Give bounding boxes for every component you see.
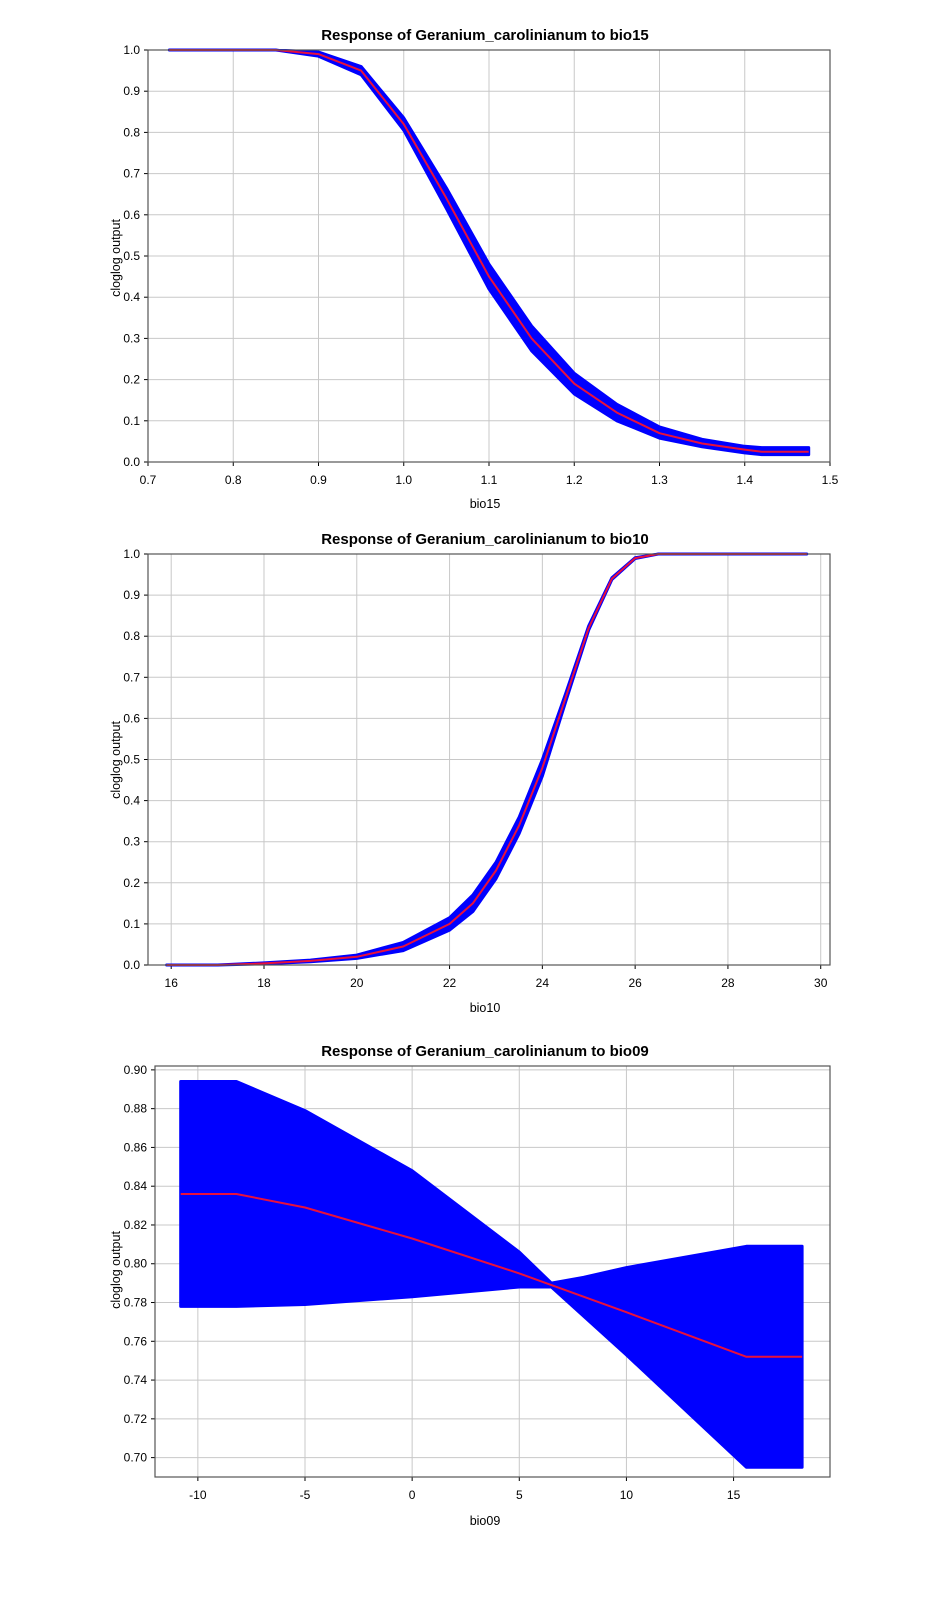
mean-response-line xyxy=(169,49,809,453)
x-tick-label: 1.0 xyxy=(395,473,412,487)
x-tick-label: 0.7 xyxy=(140,473,157,487)
x-tick-label: 0.9 xyxy=(310,473,327,487)
y-tick-label: 0.4 xyxy=(123,794,140,808)
x-tick-label: 0 xyxy=(409,1488,416,1502)
y-tick-label: 0.9 xyxy=(123,588,140,602)
y-tick-label: 0.9 xyxy=(123,84,140,98)
y-tick-label: 0.86 xyxy=(124,1140,148,1154)
chart-bio10: Response of Geranium_carolinianum to bio… xyxy=(109,531,831,1015)
x-tick-label: 28 xyxy=(721,976,735,990)
y-tick-label: 1.0 xyxy=(123,547,140,561)
y-axis-label: cloglog output xyxy=(109,1231,123,1309)
x-tick-label: 5 xyxy=(516,1488,523,1502)
y-tick-label: 0.3 xyxy=(123,331,140,345)
y-tick-label: 0.72 xyxy=(124,1412,148,1426)
y-tick-label: 0.1 xyxy=(123,414,140,428)
y-tick-label: 0.0 xyxy=(123,455,140,469)
confidence-band xyxy=(179,1080,804,1469)
x-tick-label: 0.8 xyxy=(225,473,242,487)
chart-title: Response of Geranium_carolinianum to bio… xyxy=(321,1043,649,1060)
x-tick-label: -5 xyxy=(300,1488,311,1502)
y-tick-label: 0.7 xyxy=(123,670,140,684)
plot-area: 0.70 0.72 0.74 0.76 0.78 0.80 0.82 0.84 0.86 0.88… xyxy=(124,1063,831,1502)
y-axis-label: cloglog output xyxy=(109,219,123,297)
chart-bio09: Response of Geranium_carolinianum to bio… xyxy=(109,1043,831,1528)
x-axis-label: bio15 xyxy=(470,497,501,511)
y-tick-label: 0.90 xyxy=(124,1063,148,1077)
chart-title: Response of Geranium_carolinianum to bio… xyxy=(321,27,649,44)
y-tick-label: 0.6 xyxy=(123,711,140,725)
chart-bio15: Response of Geranium_carolinianum to bio… xyxy=(109,27,839,511)
y-tick-label: 0.0 xyxy=(123,958,140,972)
y-tick-label: 0.80 xyxy=(124,1257,148,1271)
x-tick-label: 22 xyxy=(443,976,457,990)
y-tick-label: 0.6 xyxy=(123,208,140,222)
x-tick-label: -10 xyxy=(189,1488,207,1502)
plot-area: 0.0 0.1 0.2 0.3 0.4 0.5 0.6 0.7 0.8 0.9 1.0 16 18 20 2… xyxy=(123,547,831,990)
x-tick-label: 20 xyxy=(350,976,364,990)
mean-response-line xyxy=(180,1193,803,1358)
x-tick-label: 1.3 xyxy=(651,473,668,487)
plot-frame xyxy=(147,49,831,463)
x-tick-label: 18 xyxy=(257,976,271,990)
y-tick-label: 1.0 xyxy=(123,43,140,57)
y-axis-label: cloglog output xyxy=(109,721,123,799)
y-tick-label: 0.1 xyxy=(123,917,140,931)
x-tick-label: 26 xyxy=(628,976,642,990)
x-axis-label: bio09 xyxy=(470,1514,501,1528)
y-tick-label: 0.3 xyxy=(123,835,140,849)
y-tick-label: 0.2 xyxy=(123,876,140,890)
x-tick-label: 16 xyxy=(165,976,179,990)
y-tick-label: 0.7 xyxy=(123,167,140,181)
y-tick-label: 0.2 xyxy=(123,373,140,387)
plot-frame xyxy=(154,1065,831,1478)
x-tick-label: 1.2 xyxy=(566,473,583,487)
plot-frame xyxy=(147,553,831,966)
y-tick-label: 0.70 xyxy=(124,1451,148,1465)
y-tick-label: 0.5 xyxy=(123,753,140,767)
y-tick-label: 0.5 xyxy=(123,249,140,263)
y-tick-label: 0.78 xyxy=(124,1296,148,1310)
x-tick-label: 1.1 xyxy=(481,473,498,487)
y-tick-label: 0.8 xyxy=(123,629,140,643)
x-tick-label: 1.4 xyxy=(736,473,753,487)
y-tick-label: 0.84 xyxy=(124,1179,148,1193)
x-tick-label: 1.5 xyxy=(822,473,839,487)
x-tick-label: 10 xyxy=(620,1488,634,1502)
y-tick-label: 0.74 xyxy=(124,1373,148,1387)
chart-title: Response of Geranium_carolinianum to bio… xyxy=(321,531,649,548)
x-tick-label: 15 xyxy=(727,1488,741,1502)
plot-area: 0.0 0.1 0.2 0.3 0.4 0.5 0.6 0.7 0.8 0.9 1.0 0.7 0.8 0… xyxy=(123,43,838,487)
y-tick-label: 0.76 xyxy=(124,1334,148,1348)
y-tick-label: 0.82 xyxy=(124,1218,148,1232)
x-tick-label: 30 xyxy=(814,976,828,990)
y-tick-label: 0.88 xyxy=(124,1102,148,1116)
x-tick-label: 24 xyxy=(536,976,550,990)
x-axis-label: bio10 xyxy=(470,1001,501,1015)
y-tick-label: 0.8 xyxy=(123,125,140,139)
y-tick-label: 0.4 xyxy=(123,290,140,304)
